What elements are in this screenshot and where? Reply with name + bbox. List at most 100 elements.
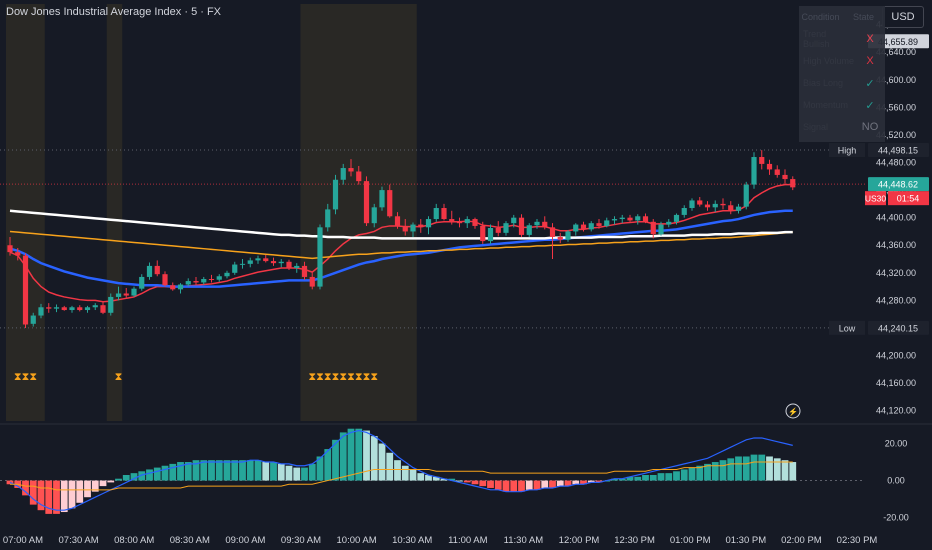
row-label: Momentum xyxy=(803,100,849,110)
table-row: Bias Long ✓ xyxy=(799,72,885,94)
countdown-bg xyxy=(888,191,929,206)
high-price-tag: 44,498.15 xyxy=(878,146,918,156)
candle-body xyxy=(30,315,36,324)
histogram-bar xyxy=(401,465,409,481)
histogram-bar xyxy=(665,473,673,481)
x-tick-label: 11:00 AM xyxy=(448,535,488,546)
histogram-bar xyxy=(378,443,386,481)
candle-body xyxy=(549,227,556,237)
candle-body xyxy=(611,219,618,221)
histogram-bar xyxy=(223,460,231,481)
histogram-bar xyxy=(432,476,440,481)
histogram-bar xyxy=(463,480,471,483)
y-tick-label: 44,320.00 xyxy=(876,268,916,278)
candle-body xyxy=(441,208,447,220)
histogram-bar xyxy=(525,480,533,490)
histogram-bar xyxy=(177,462,184,481)
candle-body xyxy=(573,224,579,232)
histogram-bar xyxy=(339,432,347,481)
candle-body xyxy=(728,205,734,211)
y-tick-label: 44,280.00 xyxy=(876,295,916,305)
candle-body xyxy=(472,219,478,226)
indicator-line xyxy=(9,183,793,303)
candle-body xyxy=(642,216,649,222)
candle-body xyxy=(511,217,517,224)
table-row: Signal NO xyxy=(799,116,885,138)
candle-body xyxy=(232,264,238,273)
candle-body xyxy=(774,169,780,175)
candle-body xyxy=(681,208,687,215)
candle-body xyxy=(177,284,184,290)
candle-body xyxy=(425,219,432,228)
candle-body xyxy=(139,276,145,289)
candle-body xyxy=(294,265,300,268)
currency-button[interactable]: USD xyxy=(882,6,924,28)
histogram-bar xyxy=(735,456,742,481)
histogram-bar xyxy=(355,428,363,481)
histogram-bar xyxy=(587,480,595,483)
histogram-bar xyxy=(324,449,332,481)
histogram-bar xyxy=(37,480,45,511)
row-state: NO xyxy=(861,121,879,133)
histogram-bar xyxy=(781,460,789,481)
histogram-bar xyxy=(146,469,153,481)
candle-body xyxy=(635,216,641,221)
signal-marker: ⧗ xyxy=(347,371,355,383)
histogram-bar xyxy=(758,454,766,481)
candle-body xyxy=(418,224,424,228)
candle-body xyxy=(208,279,215,281)
candle-body xyxy=(650,221,656,235)
candle-body xyxy=(518,217,525,235)
session-highlight xyxy=(300,4,417,421)
candle-body xyxy=(402,225,408,232)
histogram-bar xyxy=(394,460,401,481)
x-tick-label: 10:30 AM xyxy=(392,535,432,546)
y-tick-label: 44,640.00 xyxy=(876,47,916,57)
histogram-bar xyxy=(494,480,502,490)
table-row: Momentum ✓ xyxy=(799,94,885,116)
chart-title: Dow Jones Industrial Average Index · 5 ·… xyxy=(6,6,222,18)
candle-body xyxy=(224,272,230,277)
candle-body xyxy=(534,221,540,226)
oscillator-y-tick: 0.00 xyxy=(887,476,905,486)
signal-marker: ⧗ xyxy=(115,371,123,383)
candle-body xyxy=(464,219,470,224)
candle-body xyxy=(735,206,742,211)
histogram-bar xyxy=(479,480,487,487)
x-tick-label: 10:00 AM xyxy=(337,535,377,546)
row-state: ✓ xyxy=(865,77,875,90)
histogram-bar xyxy=(742,456,750,481)
histogram-bar xyxy=(502,480,510,492)
y-tick-label: 44,560.00 xyxy=(876,102,916,112)
candle-body xyxy=(69,307,75,311)
histogram-bar xyxy=(773,458,781,481)
candle-body xyxy=(720,203,726,206)
histogram-bar xyxy=(533,480,541,490)
oscillator-y-tick: -20.00 xyxy=(883,513,909,523)
candle-body xyxy=(46,307,52,309)
header-state: State xyxy=(852,12,874,22)
y-tick-label: 44,600.00 xyxy=(876,75,916,85)
oscillator-baseline xyxy=(10,461,793,491)
histogram-bar xyxy=(308,463,316,481)
histogram-bar xyxy=(549,480,556,488)
histogram-bar xyxy=(510,480,518,492)
x-tick-label: 08:30 AM xyxy=(170,535,210,546)
x-tick-label: 02:00 PM xyxy=(781,535,822,546)
histogram-bar xyxy=(332,439,339,481)
histogram-bar xyxy=(456,480,463,482)
signal-marker: ⧗ xyxy=(22,371,30,383)
candle-body xyxy=(588,223,594,230)
y-tick-label: 44,520.00 xyxy=(876,130,916,140)
candle-body xyxy=(92,305,98,308)
candle-body xyxy=(309,276,315,287)
candle-body xyxy=(301,265,308,277)
signal-marker: ⧗ xyxy=(308,371,316,383)
x-tick-label: 09:30 AM xyxy=(281,535,321,546)
low-price-tag: 44,240.15 xyxy=(878,323,918,333)
histogram-bar xyxy=(76,480,84,503)
table-row: Trend Bullish X xyxy=(799,28,885,50)
candle-body xyxy=(170,285,176,290)
histogram-bar xyxy=(60,480,68,513)
